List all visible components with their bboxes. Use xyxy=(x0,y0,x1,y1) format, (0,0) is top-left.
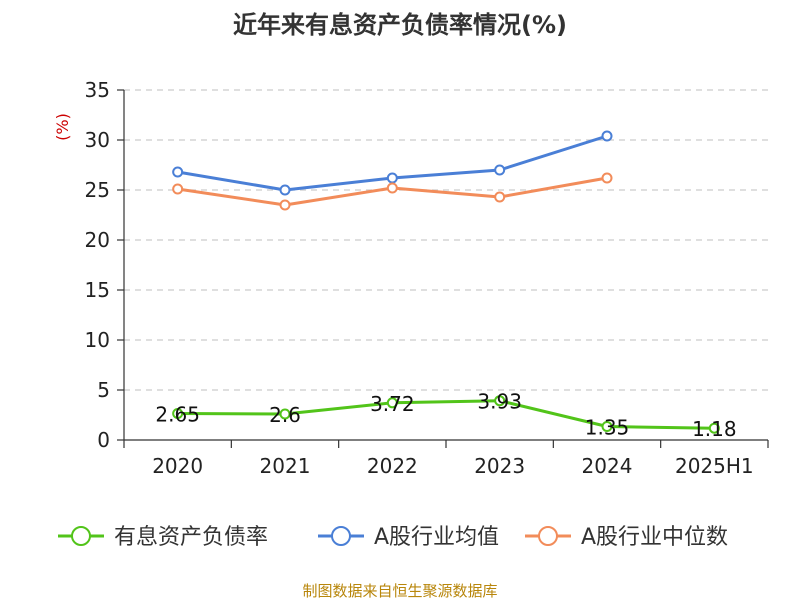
series-1-point xyxy=(708,422,720,434)
legend-label-1: 有息资产负债率 xyxy=(114,525,268,550)
y-tick-label: 30 xyxy=(85,128,110,152)
series-2-point xyxy=(172,166,184,178)
data-label: 2.65 xyxy=(155,403,200,427)
y-tick-label: 35 xyxy=(85,78,110,102)
source-note: 制图数据来自恒生聚源数据库 xyxy=(302,582,497,600)
x-tick-label: 2021 xyxy=(260,454,311,478)
series-2-point xyxy=(279,184,291,196)
series-3-point xyxy=(172,183,184,195)
x-tick-label: 2025H1 xyxy=(675,454,754,478)
series-layer xyxy=(172,130,720,434)
series-1-point xyxy=(279,408,291,420)
x-tick-label: 2024 xyxy=(582,454,633,478)
legend-marker-3 xyxy=(538,526,558,546)
data-label: 2.6 xyxy=(269,403,301,427)
grid-layer xyxy=(124,89,768,391)
data-label: 1.18 xyxy=(692,417,737,441)
series-3-point xyxy=(494,191,506,203)
legend-marker-1 xyxy=(71,526,91,546)
series-1-point xyxy=(601,421,613,432)
axis-layer: 0 5 10 15 20 25 30 35 2020 2021 2022 2023 2024 2025H1 xyxy=(85,78,769,478)
legend-label-3: A股行业中位数 xyxy=(581,525,728,550)
chart-title: 近年来有息资产负债率情况(%) xyxy=(233,11,567,39)
x-tick-label: 2022 xyxy=(367,454,418,478)
y-tick-label: 20 xyxy=(85,228,110,252)
y-tick-label: 25 xyxy=(85,178,110,202)
data-label-layer: 2.65 2.6 3.72 3.93 1.35 1.18 xyxy=(155,390,736,442)
series-2-point xyxy=(494,164,506,176)
series-1-point xyxy=(172,408,184,419)
series-3-point xyxy=(601,172,613,184)
legend-marker-2 xyxy=(331,526,351,546)
data-label: 3.93 xyxy=(477,390,522,414)
series-1-point xyxy=(386,397,398,409)
legend-label-2: A股行业均值 xyxy=(374,525,499,550)
series-2-point xyxy=(601,130,613,142)
legend: 有息资产负债率 A股行业均值 A股行业中位数 xyxy=(58,525,728,550)
x-tick-label: 2020 xyxy=(152,454,203,478)
y-axis-label: (%) xyxy=(53,113,72,141)
series-line-1 xyxy=(177,399,715,430)
series-3-point xyxy=(386,182,398,194)
series-3-point xyxy=(279,199,291,211)
y-tick-label: 15 xyxy=(85,278,110,302)
y-tick-label: 10 xyxy=(85,328,110,352)
series-1-point xyxy=(494,395,506,407)
y-tick-label: 5 xyxy=(97,378,110,402)
data-label: 1.35 xyxy=(585,416,630,440)
x-tick-label: 2023 xyxy=(474,454,525,478)
y-tick-label: 0 xyxy=(97,428,110,452)
series-2-point xyxy=(386,172,398,184)
data-label: 3.72 xyxy=(370,392,415,416)
